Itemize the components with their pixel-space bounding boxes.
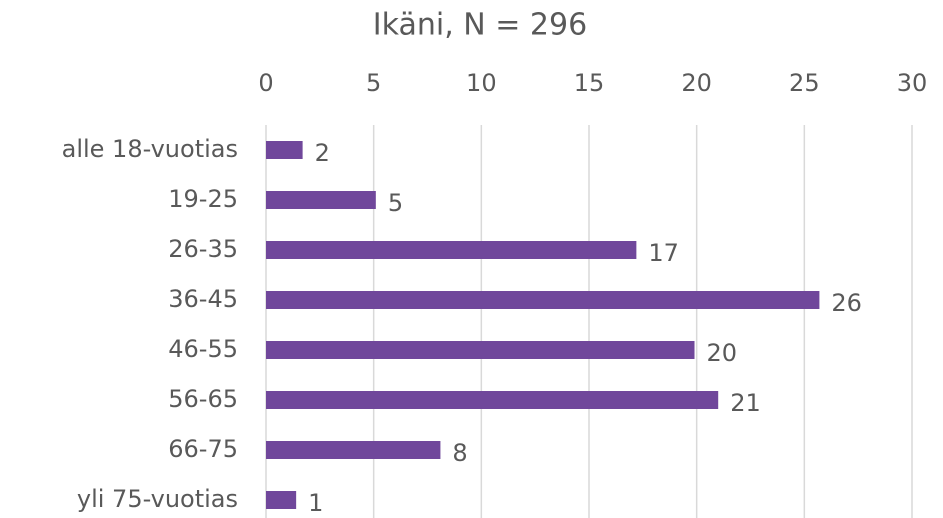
value-label: 1 <box>308 489 323 517</box>
y-tick-label: 19-25 <box>168 185 238 213</box>
bar <box>266 291 820 309</box>
x-tick-label: 15 <box>574 69 605 97</box>
y-tick-label: alle 18-vuotias <box>62 135 238 163</box>
chart-title: Ikäni, N = 296 <box>373 8 587 43</box>
value-label: 17 <box>648 239 679 267</box>
y-tick-label: 46-55 <box>168 335 238 363</box>
bar <box>266 391 719 409</box>
value-label: 20 <box>707 339 738 367</box>
bar <box>266 441 441 459</box>
x-tick-label: 10 <box>466 69 497 97</box>
x-tick-label: 5 <box>366 69 381 97</box>
bar <box>266 241 637 259</box>
bar <box>266 341 695 359</box>
value-label: 8 <box>452 439 467 467</box>
x-tick-label: 20 <box>681 69 712 97</box>
value-label: 2 <box>315 139 330 167</box>
x-tick-label: 0 <box>258 69 273 97</box>
x-tick-label: 25 <box>789 69 820 97</box>
y-tick-label: 56-65 <box>168 385 238 413</box>
y-tick-label: 26-35 <box>168 235 238 263</box>
bar <box>266 191 376 209</box>
y-tick-label: yli 75-vuotias <box>77 485 238 513</box>
x-tick-label: 30 <box>897 69 928 97</box>
y-tick-label: 36-45 <box>168 285 238 313</box>
value-label: 21 <box>730 389 761 417</box>
bar <box>266 491 297 509</box>
y-tick-label: 66-75 <box>168 435 238 463</box>
value-label: 5 <box>388 189 403 217</box>
value-label: 26 <box>831 289 862 317</box>
bar <box>266 141 303 159</box>
